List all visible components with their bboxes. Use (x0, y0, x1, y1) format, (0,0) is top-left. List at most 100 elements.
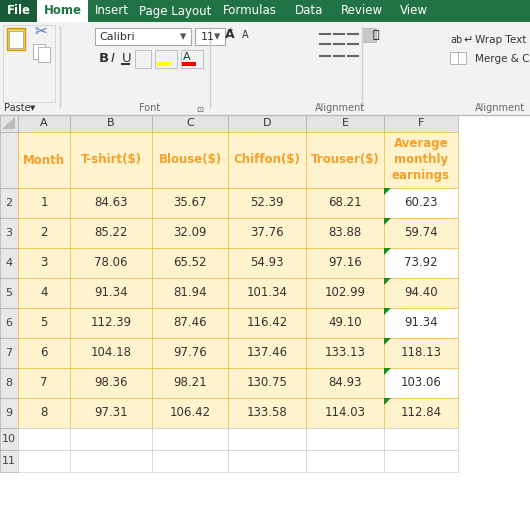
Bar (362, 28, 376, 42)
Bar (70, 308, 152, 338)
Bar (152, 308, 228, 338)
Bar (384, 218, 458, 248)
Text: 11: 11 (201, 32, 215, 42)
Text: 10: 10 (2, 434, 16, 444)
Bar (228, 308, 306, 338)
Bar (384, 450, 458, 472)
Text: 116.42: 116.42 (246, 317, 288, 329)
Bar (306, 428, 384, 450)
Text: 94.40: 94.40 (404, 287, 438, 299)
Bar (228, 115, 306, 132)
Bar (0, 22, 530, 115)
Bar (7, 28, 25, 50)
Bar (0, 398, 18, 428)
Bar (384, 398, 458, 428)
Bar (306, 308, 384, 338)
Text: Formulas: Formulas (223, 5, 277, 17)
Text: 102.99: 102.99 (324, 287, 366, 299)
Bar (306, 450, 384, 472)
Text: 11: 11 (2, 456, 16, 466)
Text: Wrap Text: Wrap Text (475, 35, 526, 45)
Text: 60.23: 60.23 (404, 197, 438, 209)
Text: 85.22: 85.22 (94, 227, 128, 239)
Bar (18, 338, 70, 368)
Text: ▾: ▾ (214, 30, 220, 43)
Text: ↵: ↵ (463, 35, 472, 45)
Text: Alignment: Alignment (315, 103, 365, 113)
Bar (152, 115, 228, 132)
Bar (0, 115, 18, 132)
Text: Blouse($): Blouse($) (158, 154, 222, 167)
Bar (18, 115, 70, 132)
Text: 137.46: 137.46 (246, 347, 288, 359)
Polygon shape (384, 368, 391, 375)
Bar (70, 368, 152, 398)
Bar (18, 398, 70, 428)
Text: 130.75: 130.75 (246, 377, 287, 389)
Bar (152, 132, 228, 188)
Text: 87.46: 87.46 (173, 317, 207, 329)
Text: Data: Data (295, 5, 324, 17)
Bar (182, 62, 196, 66)
Bar (181, 50, 203, 68)
Text: 73.92: 73.92 (404, 257, 438, 269)
Bar (306, 218, 384, 248)
Bar (306, 338, 384, 368)
Text: Review: Review (340, 5, 383, 17)
Bar (0, 0, 530, 115)
Bar (70, 428, 152, 450)
Text: Average
monthly
earnings: Average monthly earnings (392, 137, 450, 183)
Bar (384, 338, 458, 368)
Bar (0, 188, 18, 218)
Bar (70, 398, 152, 428)
Text: 🎨: 🎨 (373, 30, 379, 40)
Text: A: A (40, 118, 48, 128)
Bar (0, 308, 18, 338)
Text: Calibri: Calibri (99, 32, 135, 42)
Text: 52.39: 52.39 (250, 197, 284, 209)
Bar (306, 115, 384, 132)
Text: 133.13: 133.13 (324, 347, 366, 359)
Bar (70, 132, 152, 188)
Bar (306, 188, 384, 218)
Bar (306, 132, 384, 188)
Bar (0, 218, 18, 248)
Text: 78.06: 78.06 (94, 257, 128, 269)
Bar (228, 428, 306, 450)
Bar (306, 278, 384, 308)
Bar (18, 188, 70, 218)
Text: F: F (418, 118, 424, 128)
Text: View: View (400, 5, 428, 17)
Text: 35.67: 35.67 (173, 197, 207, 209)
Bar (0, 368, 18, 398)
Bar (152, 368, 228, 398)
Bar (384, 368, 458, 398)
Text: Insert: Insert (95, 5, 129, 17)
Text: 4: 4 (5, 258, 13, 268)
Text: 54.93: 54.93 (250, 257, 284, 269)
Text: 91.34: 91.34 (404, 317, 438, 329)
Bar (384, 115, 458, 132)
Text: 133.58: 133.58 (246, 407, 287, 420)
Bar (152, 428, 228, 450)
Text: 37.76: 37.76 (250, 227, 284, 239)
Bar (18, 428, 70, 450)
Text: 5: 5 (40, 317, 48, 329)
Text: 7: 7 (40, 377, 48, 389)
Bar (228, 368, 306, 398)
Text: ▾: ▾ (180, 30, 186, 43)
Text: 68.21: 68.21 (328, 197, 362, 209)
Bar (384, 188, 458, 218)
Bar (33, 44, 45, 59)
Bar (70, 248, 152, 278)
Text: -: - (244, 27, 246, 33)
Bar (152, 398, 228, 428)
Text: 4: 4 (40, 287, 48, 299)
Text: Home: Home (43, 5, 82, 17)
Text: 97.76: 97.76 (173, 347, 207, 359)
Text: Page Layout: Page Layout (139, 5, 211, 17)
Text: 6: 6 (40, 347, 48, 359)
Bar (306, 248, 384, 278)
Text: 112.39: 112.39 (91, 317, 131, 329)
Text: 6: 6 (5, 318, 13, 328)
